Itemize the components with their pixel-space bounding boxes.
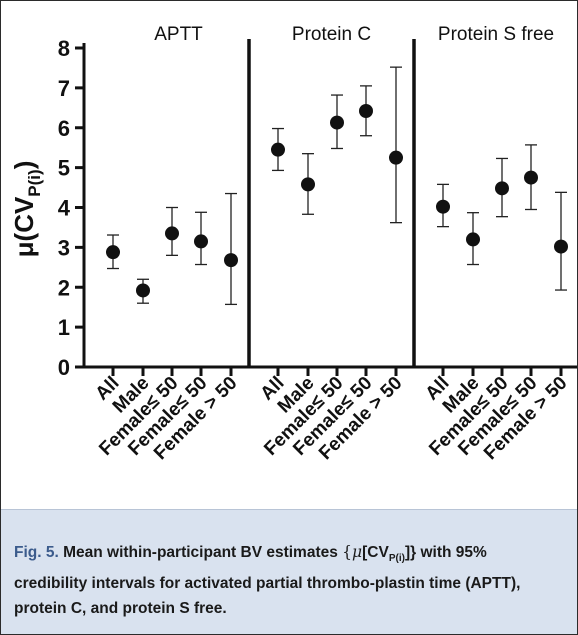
y-axis-label-close: ) [9,161,39,170]
caption-mu: μ [352,543,363,561]
y-tick-label: 7 [58,76,70,101]
caption-sub: P(i) [388,553,405,565]
data-point [330,115,344,130]
data-point [436,199,450,214]
data-point [271,142,285,157]
data-point [466,232,480,247]
data-point [524,170,538,185]
panel-title: Protein C [292,24,371,45]
y-tick-label: 5 [58,156,70,181]
panel-title: Protein S free [438,24,554,45]
data-point [389,150,403,165]
y-tick-label: 2 [58,275,70,300]
y-tick-label: 6 [58,116,70,141]
data-point [194,234,208,249]
data-point [224,253,238,268]
y-tick-label: 0 [58,355,70,380]
y-tick-label: 1 [58,315,70,340]
caption-brace-open: { [342,543,353,561]
data-point [301,177,315,192]
data-point [495,181,509,196]
data-point [359,104,373,119]
y-axis: 0 1 2 3 4 5 6 7 8 [58,36,86,380]
caption-bracket-open: [CV [362,544,389,561]
data-point [165,226,179,241]
y-tick-label: 8 [58,36,70,61]
y-tick-label: 3 [58,235,70,260]
figure-caption: Fig. 5. Mean within-participant BV estim… [1,509,577,634]
caption-text-2: with 95% credibility intervals for activ… [14,544,521,618]
y-axis-label-sub: P(i) [25,169,44,196]
data-point [106,245,120,260]
panel-title: APTT [154,24,203,45]
data-point [554,239,568,254]
y-axis-label-main: μ(CV [9,196,39,257]
y-tick-label: 4 [58,196,71,221]
data-point [136,283,150,298]
caption-text-1: Mean within-participant BV estimates [63,544,338,561]
y-axis-label: μ(CVP(i)) [9,161,44,258]
caption-bracket-close: ]} [404,544,417,561]
figure-number: Fig. 5. [14,544,59,561]
